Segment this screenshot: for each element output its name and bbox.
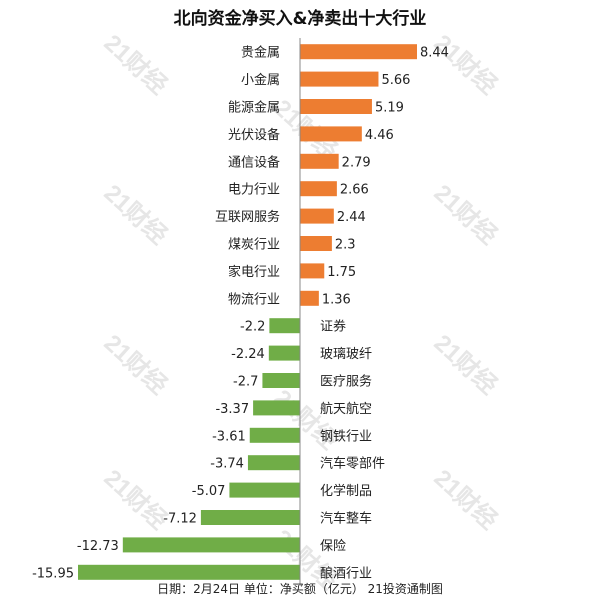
category-label: 航天航空: [320, 401, 372, 417]
category-label: 小金属: [241, 72, 280, 88]
bar: [300, 71, 379, 87]
value-label: -5.07: [192, 484, 226, 499]
bar: [229, 482, 300, 498]
bar: [300, 153, 339, 169]
value-label: 2.3: [335, 238, 356, 253]
value-label: 4.46: [365, 128, 394, 143]
value-label: -7.12: [163, 512, 197, 527]
value-label: -2.7: [233, 375, 258, 390]
category-label: 通信设备: [228, 154, 280, 170]
category-label: 证券: [320, 319, 346, 335]
value-label: -12.73: [77, 539, 119, 554]
value-label: -3.61: [212, 429, 246, 444]
value-label: 2.44: [337, 210, 366, 225]
bar: [300, 208, 334, 224]
value-label: -3.74: [210, 457, 244, 472]
category-label: 能源金属: [228, 100, 280, 116]
chart-footer: 日期：2月24日 单位：净买额（亿元） 21投资通制图: [157, 582, 443, 596]
value-label: -2.2: [240, 320, 265, 335]
category-label: 汽车整车: [320, 511, 372, 527]
value-label: -15.95: [32, 566, 74, 581]
category-label: 汽车零部件: [320, 456, 385, 472]
chart-title: 北向资金净买入&净卖出十大行业: [173, 9, 427, 29]
category-label: 互联网服务: [215, 209, 280, 225]
category-label: 酿酒行业: [320, 565, 372, 581]
bar: [200, 510, 300, 525]
bar: [300, 99, 372, 114]
value-label: 2.79: [342, 155, 371, 170]
value-label: -3.37: [215, 402, 249, 417]
value-label: 1.36: [322, 292, 351, 307]
category-label: 钢铁行业: [320, 429, 372, 444]
value-label: 2.66: [340, 183, 369, 198]
bar: [247, 455, 300, 471]
value-label: 5.66: [381, 73, 410, 88]
bar: [269, 318, 300, 334]
bar: [300, 263, 325, 279]
bar: [300, 44, 417, 60]
value-label: 8.44: [420, 46, 449, 61]
bar: [262, 373, 300, 388]
category-label: 电力行业: [228, 183, 280, 198]
value-label: 5.19: [375, 101, 404, 116]
bar: [268, 345, 300, 361]
bar: [78, 564, 300, 580]
bar: [253, 400, 300, 416]
value-label: -2.24: [231, 347, 265, 362]
category-label: 物流行业: [228, 292, 280, 307]
bar: [300, 290, 319, 306]
category-label: 保险: [320, 539, 346, 554]
bar: [300, 181, 337, 197]
category-label: 贵金属: [241, 45, 280, 61]
bar: [300, 126, 362, 142]
bar: [122, 537, 300, 553]
category-label: 煤炭行业: [228, 238, 280, 253]
category-label: 光伏设备: [228, 127, 280, 143]
category-label: 玻璃玻纤: [320, 347, 372, 362]
category-label: 家电行业: [228, 264, 280, 280]
bar: [249, 427, 300, 443]
category-label: 医疗服务: [320, 374, 372, 390]
bar: [300, 236, 332, 251]
category-label: 化学制品: [320, 483, 372, 499]
value-label: 1.75: [327, 265, 356, 280]
